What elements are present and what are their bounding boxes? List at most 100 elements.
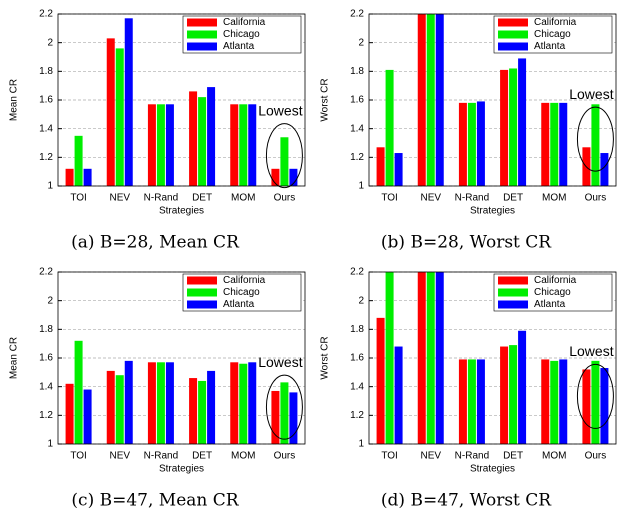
y-axis-label: Mean CR bbox=[9, 79, 20, 121]
bar bbox=[591, 360, 600, 444]
highlight-ellipse bbox=[576, 106, 614, 172]
bar bbox=[65, 383, 74, 444]
axes-frame bbox=[57, 271, 306, 445]
bar bbox=[65, 168, 74, 186]
bar bbox=[467, 102, 476, 186]
y-tick-label: 1.4 bbox=[39, 381, 53, 392]
bar bbox=[147, 104, 156, 186]
x-tick-label: NEV bbox=[109, 451, 130, 462]
bar bbox=[198, 380, 207, 444]
legend-label: Atlanta bbox=[534, 299, 566, 310]
axes-frame bbox=[368, 271, 617, 445]
x-axis-label: Strategies bbox=[470, 206, 515, 217]
legend-swatch bbox=[498, 30, 528, 39]
y-tick-label: 2.2 bbox=[39, 9, 53, 20]
x-axis-label: Strategies bbox=[159, 206, 204, 217]
legend-swatch bbox=[498, 288, 528, 297]
y-tick-label: 2.2 bbox=[39, 267, 53, 278]
x-axis-label: Strategies bbox=[470, 464, 515, 475]
caption: (d) B=47, Worst CR bbox=[381, 491, 552, 511]
legend-swatch bbox=[187, 30, 217, 39]
legend-swatch bbox=[187, 276, 217, 285]
bar bbox=[289, 168, 298, 186]
bar bbox=[165, 362, 174, 444]
annotation: Lowest bbox=[258, 102, 302, 118]
bar bbox=[582, 369, 591, 444]
bar bbox=[239, 104, 248, 186]
x-tick-label: Ours bbox=[585, 451, 607, 462]
caption: (a) B=28, Mean CR bbox=[71, 233, 240, 253]
bar bbox=[106, 370, 115, 444]
bar bbox=[426, 272, 435, 444]
bar bbox=[385, 69, 394, 186]
bar bbox=[559, 359, 568, 444]
x-axis-label: Strategies bbox=[159, 464, 204, 475]
highlight-ellipse bbox=[265, 374, 303, 440]
y-tick-label: 1.6 bbox=[39, 95, 53, 106]
y-tick-label: 1.8 bbox=[350, 324, 364, 335]
caption: (b) B=28, Worst CR bbox=[381, 233, 552, 253]
legend-swatch bbox=[187, 300, 217, 309]
x-tick-label: DET bbox=[192, 193, 212, 204]
highlight-ellipse bbox=[265, 123, 303, 189]
bar bbox=[376, 147, 385, 186]
bar bbox=[550, 102, 559, 186]
y-tick-label: 2.2 bbox=[350, 267, 364, 278]
bar bbox=[476, 359, 485, 444]
y-tick-label: 1.2 bbox=[39, 152, 53, 163]
bar bbox=[189, 91, 198, 186]
caption: (c) B=47, Mean CR bbox=[71, 491, 239, 511]
legend-label: Atlanta bbox=[534, 41, 566, 52]
bar bbox=[417, 14, 426, 186]
x-tick-label: TOI bbox=[381, 451, 397, 462]
x-tick-label: MOM bbox=[542, 451, 566, 462]
bar bbox=[271, 168, 280, 186]
bar bbox=[509, 68, 518, 186]
y-tick-label: 2 bbox=[358, 295, 364, 306]
x-tick-label: Ours bbox=[585, 193, 607, 204]
bar bbox=[83, 389, 92, 444]
bar bbox=[550, 360, 559, 444]
y-tick-label: 1.6 bbox=[39, 353, 53, 364]
bar bbox=[559, 102, 568, 186]
x-tick-label: TOI bbox=[381, 193, 397, 204]
bar bbox=[124, 18, 133, 186]
bar bbox=[458, 359, 467, 444]
bar bbox=[600, 368, 609, 444]
bar bbox=[591, 104, 600, 186]
legend-swatch bbox=[187, 18, 217, 27]
bar bbox=[280, 382, 289, 444]
y-tick-label: 1.4 bbox=[350, 123, 364, 134]
legend-label: Chicago bbox=[534, 29, 571, 40]
x-tick-label: MOM bbox=[231, 193, 255, 204]
y-tick-label: 2 bbox=[358, 37, 364, 48]
highlight-ellipse bbox=[576, 363, 614, 429]
y-axis-label: Worst CR bbox=[320, 78, 331, 121]
y-tick-label: 2 bbox=[47, 37, 53, 48]
bar bbox=[541, 359, 550, 444]
y-tick-label: 1.4 bbox=[350, 381, 364, 392]
bar bbox=[518, 58, 527, 186]
bar bbox=[500, 346, 509, 444]
bar bbox=[156, 104, 165, 186]
y-axis-label: Worst CR bbox=[320, 336, 331, 379]
bar bbox=[189, 378, 198, 444]
bar bbox=[376, 317, 385, 444]
annotation: Lowest bbox=[258, 354, 302, 370]
bar bbox=[509, 345, 518, 444]
y-tick-label: 1.8 bbox=[39, 324, 53, 335]
y-tick-label: 1.4 bbox=[39, 123, 53, 134]
legend-swatch bbox=[187, 42, 217, 51]
bar bbox=[426, 14, 435, 186]
legend-swatch bbox=[187, 288, 217, 297]
x-tick-label: TOI bbox=[70, 451, 86, 462]
bar bbox=[230, 362, 239, 444]
y-tick-label: 1.2 bbox=[350, 152, 364, 163]
x-tick-label: TOI bbox=[70, 193, 86, 204]
y-tick-label: 1 bbox=[47, 181, 53, 192]
x-tick-label: N-Rand bbox=[144, 193, 178, 204]
legend-label: California bbox=[534, 17, 577, 28]
bar bbox=[147, 362, 156, 444]
y-tick-label: 1.2 bbox=[39, 410, 53, 421]
